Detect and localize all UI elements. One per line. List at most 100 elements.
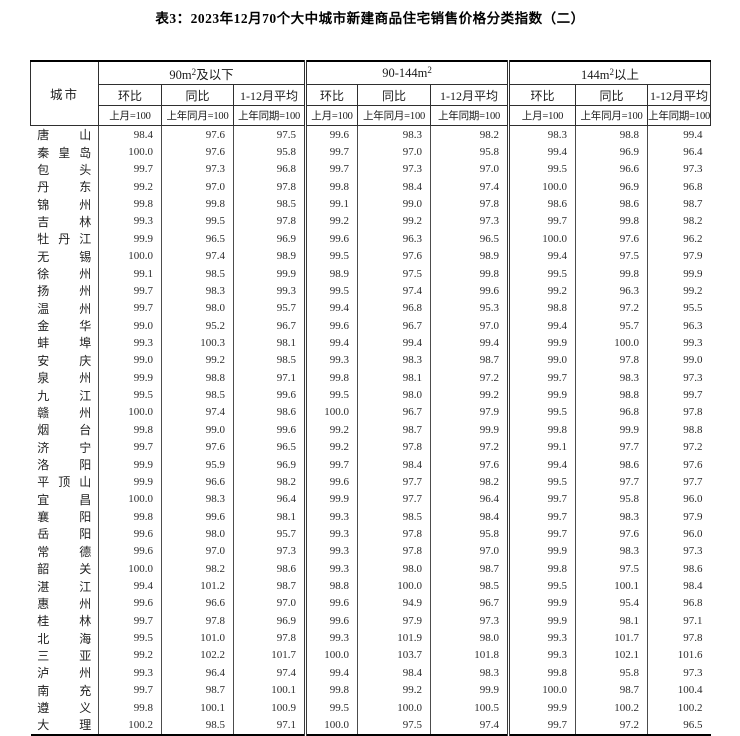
value-cell: 96.5 xyxy=(161,230,234,248)
value-cell: 99.5 xyxy=(304,247,358,265)
value-cell: 99.9 xyxy=(304,490,358,508)
city-cell: 惠州 xyxy=(31,595,99,612)
value-cell: 99.5 xyxy=(304,386,358,404)
value-cell: 98.9 xyxy=(430,247,509,265)
index-base-header: 上年同月=100 xyxy=(161,105,234,126)
value-cell: 99.8 xyxy=(575,212,648,231)
table-row: 岳阳 99.6 98.0 95.7 99.3 97.8 95.8 99.7 97.6 96.0 xyxy=(31,525,711,543)
city-cell: 九江 xyxy=(31,386,99,403)
value-cell: 97.6 xyxy=(575,230,648,248)
value-cell: 98.4 xyxy=(357,455,431,474)
value-cell: 98.1 xyxy=(232,507,306,526)
value-cell: 99.4 xyxy=(507,455,576,474)
value-cell: 99.8 xyxy=(98,421,162,439)
value-cell: 97.3 xyxy=(430,612,509,630)
value-cell: 97.3 xyxy=(647,160,711,179)
value-cell: 99.3 xyxy=(304,629,358,647)
value-cell: 98.6 xyxy=(575,455,648,474)
value-cell: 99.0 xyxy=(98,351,162,370)
value-cell: 100.1 xyxy=(161,698,234,717)
value-cell: 99.4 xyxy=(507,143,576,161)
value-cell: 99.3 xyxy=(304,559,358,578)
city-name: 安庆 xyxy=(37,353,92,368)
value-cell: 100.0 xyxy=(98,490,162,508)
value-cell: 98.8 xyxy=(161,369,234,387)
value-cell: 96.9 xyxy=(575,178,648,196)
city-name: 南充 xyxy=(37,683,92,698)
value-cell: 99.1 xyxy=(304,195,358,213)
city-name: 包头 xyxy=(37,162,92,177)
table-row: 北海 99.5 101.0 97.8 99.3 101.9 98.0 99.3 101.7 97.… xyxy=(31,629,711,647)
value-cell: 96.9 xyxy=(232,612,306,630)
group-header-90-144: 90-144m2 xyxy=(304,60,510,85)
value-cell: 96.4 xyxy=(232,490,306,508)
value-cell: 97.3 xyxy=(232,542,306,560)
header-row-measures: 环比 同比 1-12月平均 环比 同比 1-12月平均 环比 同比 1-12月平均 xyxy=(31,84,712,106)
value-cell: 99.5 xyxy=(98,629,162,647)
value-cell: 99.7 xyxy=(304,160,358,179)
group-header-144-above: 144m2以上 xyxy=(507,60,712,85)
value-cell: 100.2 xyxy=(575,698,648,717)
table-row: 桂林 99.7 97.8 96.9 99.6 97.9 97.3 99.9 98.1 97.1 xyxy=(31,612,711,630)
measure-header: 1-12月平均 xyxy=(430,84,510,106)
index-base-header: 上月=100 xyxy=(98,105,162,126)
value-cell: 101.7 xyxy=(232,646,306,665)
value-cell: 95.8 xyxy=(575,664,648,682)
value-cell: 96.7 xyxy=(232,316,306,335)
value-cell: 99.2 xyxy=(647,282,711,300)
value-cell: 99.8 xyxy=(98,507,162,526)
value-cell: 99.3 xyxy=(98,212,162,231)
table-row: 吉林 99.3 99.5 97.8 99.2 99.2 97.3 99.7 99.8 98.2 xyxy=(31,212,711,231)
value-cell: 98.3 xyxy=(575,369,648,387)
value-cell: 99.6 xyxy=(304,473,358,491)
value-cell: 99.6 xyxy=(304,230,358,248)
table-row: 唐山 98.4 97.6 97.5 99.6 98.3 98.2 98.3 98.8 99.4 xyxy=(31,125,711,144)
table-row: 丹东 99.2 97.0 97.8 99.8 98.4 97.4 100.0 96.9 96.8 xyxy=(31,178,711,196)
group-label-suffix: 及以下 xyxy=(196,67,234,82)
value-cell: 98.7 xyxy=(575,681,648,699)
value-cell: 96.8 xyxy=(232,160,306,179)
value-cell: 97.8 xyxy=(357,542,431,560)
value-cell: 94.9 xyxy=(357,594,431,613)
table-row: 徐州 99.1 98.5 99.9 98.9 97.5 99.8 99.5 99.8 99.9 xyxy=(31,264,711,283)
value-cell: 99.0 xyxy=(357,195,431,213)
table-row: 南充 99.7 98.7 100.1 99.8 99.2 99.9 100.0 98.7 100.… xyxy=(31,681,711,699)
value-cell: 100.2 xyxy=(647,698,711,717)
value-cell: 95.7 xyxy=(232,525,306,543)
value-cell: 100.0 xyxy=(98,403,162,422)
value-cell: 96.6 xyxy=(575,160,648,179)
value-cell: 98.5 xyxy=(161,264,234,283)
value-cell: 97.8 xyxy=(161,612,234,630)
superscript-2: 2 xyxy=(609,66,615,77)
value-cell: 98.3 xyxy=(575,542,648,560)
value-cell: 96.3 xyxy=(575,282,648,300)
city-name: 烟台 xyxy=(37,423,92,438)
value-cell: 99.7 xyxy=(507,507,576,526)
city-name: 济宁 xyxy=(37,440,92,455)
value-cell: 97.6 xyxy=(161,143,234,161)
value-cell: 99.9 xyxy=(430,681,509,699)
value-cell: 100.0 xyxy=(98,559,162,578)
value-cell: 99.7 xyxy=(507,212,576,231)
value-cell: 97.8 xyxy=(430,195,509,213)
value-cell: 99.8 xyxy=(98,195,162,213)
value-cell: 99.4 xyxy=(304,664,358,682)
value-cell: 95.7 xyxy=(232,299,306,317)
value-cell: 99.9 xyxy=(507,698,576,717)
value-cell: 99.0 xyxy=(98,316,162,335)
city-cell: 烟台 xyxy=(31,421,99,438)
value-cell: 97.0 xyxy=(232,594,306,613)
value-cell: 98.3 xyxy=(430,664,509,682)
value-cell: 99.6 xyxy=(304,612,358,630)
measure-header: 环比 xyxy=(507,84,577,106)
index-base-header: 上月=100 xyxy=(507,105,577,126)
value-cell: 99.6 xyxy=(304,594,358,613)
value-cell: 98.4 xyxy=(647,577,711,595)
value-cell: 99.3 xyxy=(507,629,576,647)
value-cell: 96.3 xyxy=(647,316,711,335)
value-cell: 96.5 xyxy=(430,230,509,248)
table-row: 洛阳 99.9 95.9 96.9 99.7 98.4 97.6 99.4 98.6 97.6 xyxy=(31,455,711,474)
value-cell: 99.7 xyxy=(98,438,162,456)
value-cell: 101.9 xyxy=(357,629,431,647)
value-cell: 98.6 xyxy=(575,195,648,213)
